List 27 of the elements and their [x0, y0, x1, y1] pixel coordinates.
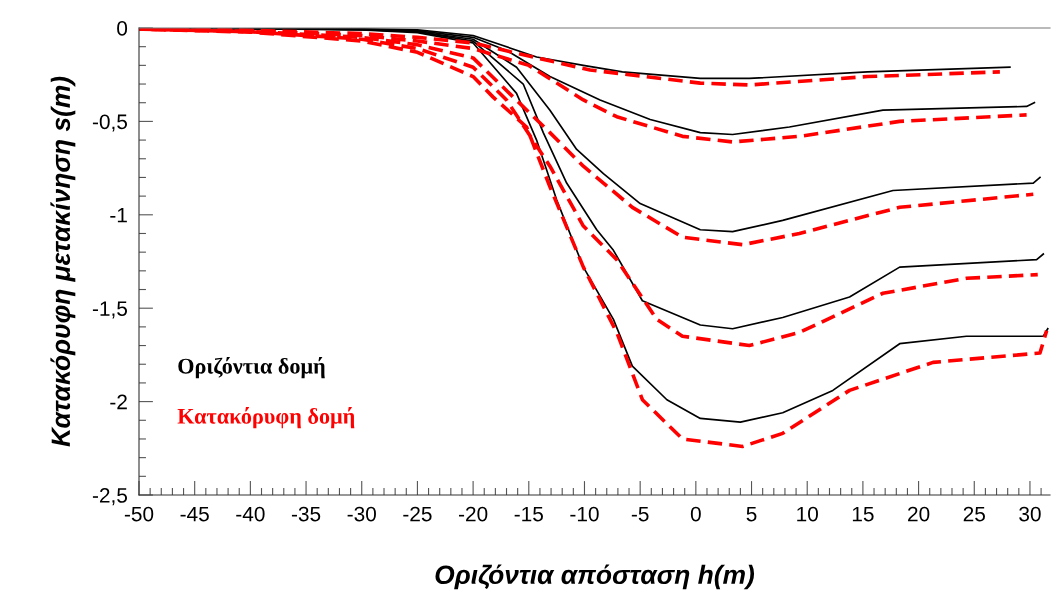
y-tick-label: -2,5 [92, 488, 128, 506]
x-tick-label: -15 [514, 506, 543, 522]
x-tick-label: -20 [458, 506, 488, 522]
y-axis-title: Κατακόρυφη μετακίνηση s(m) [50, 76, 76, 447]
x-tick-label: -45 [180, 506, 209, 522]
x-tick-label: 5 [746, 506, 757, 522]
y-tick-label: -2 [110, 394, 127, 410]
y-tick-label: -1,5 [92, 301, 128, 319]
x-tick-label: -50 [124, 506, 154, 522]
y-tick-label: -1 [110, 208, 127, 223]
x-tick-label: 25 [963, 506, 985, 522]
x-axis-title: Οριζόντια απόσταση h(m) [435, 564, 755, 590]
x-tick-label: -5 [631, 506, 649, 522]
text: Κατακόρυφη δομή [177, 407, 355, 429]
text: Οριζόντια δομή [178, 356, 325, 379]
x-tick-label: 0 [690, 506, 701, 522]
x-tick-label: -25 [403, 506, 432, 522]
x-tick-label: 30 [1019, 506, 1041, 522]
y-tick-label: 0 [117, 21, 128, 36]
y-tick-label: -0,5 [92, 114, 128, 132]
x-tick-label: -35 [291, 506, 321, 522]
x-tick-label: 15 [852, 506, 874, 522]
x-tick-label: -10 [570, 506, 599, 522]
x-tick-label: 20 [908, 506, 930, 522]
x-tick-label: 10 [797, 506, 818, 522]
x-tick-label: -30 [347, 506, 376, 522]
x-tick-label: -40 [236, 506, 265, 522]
